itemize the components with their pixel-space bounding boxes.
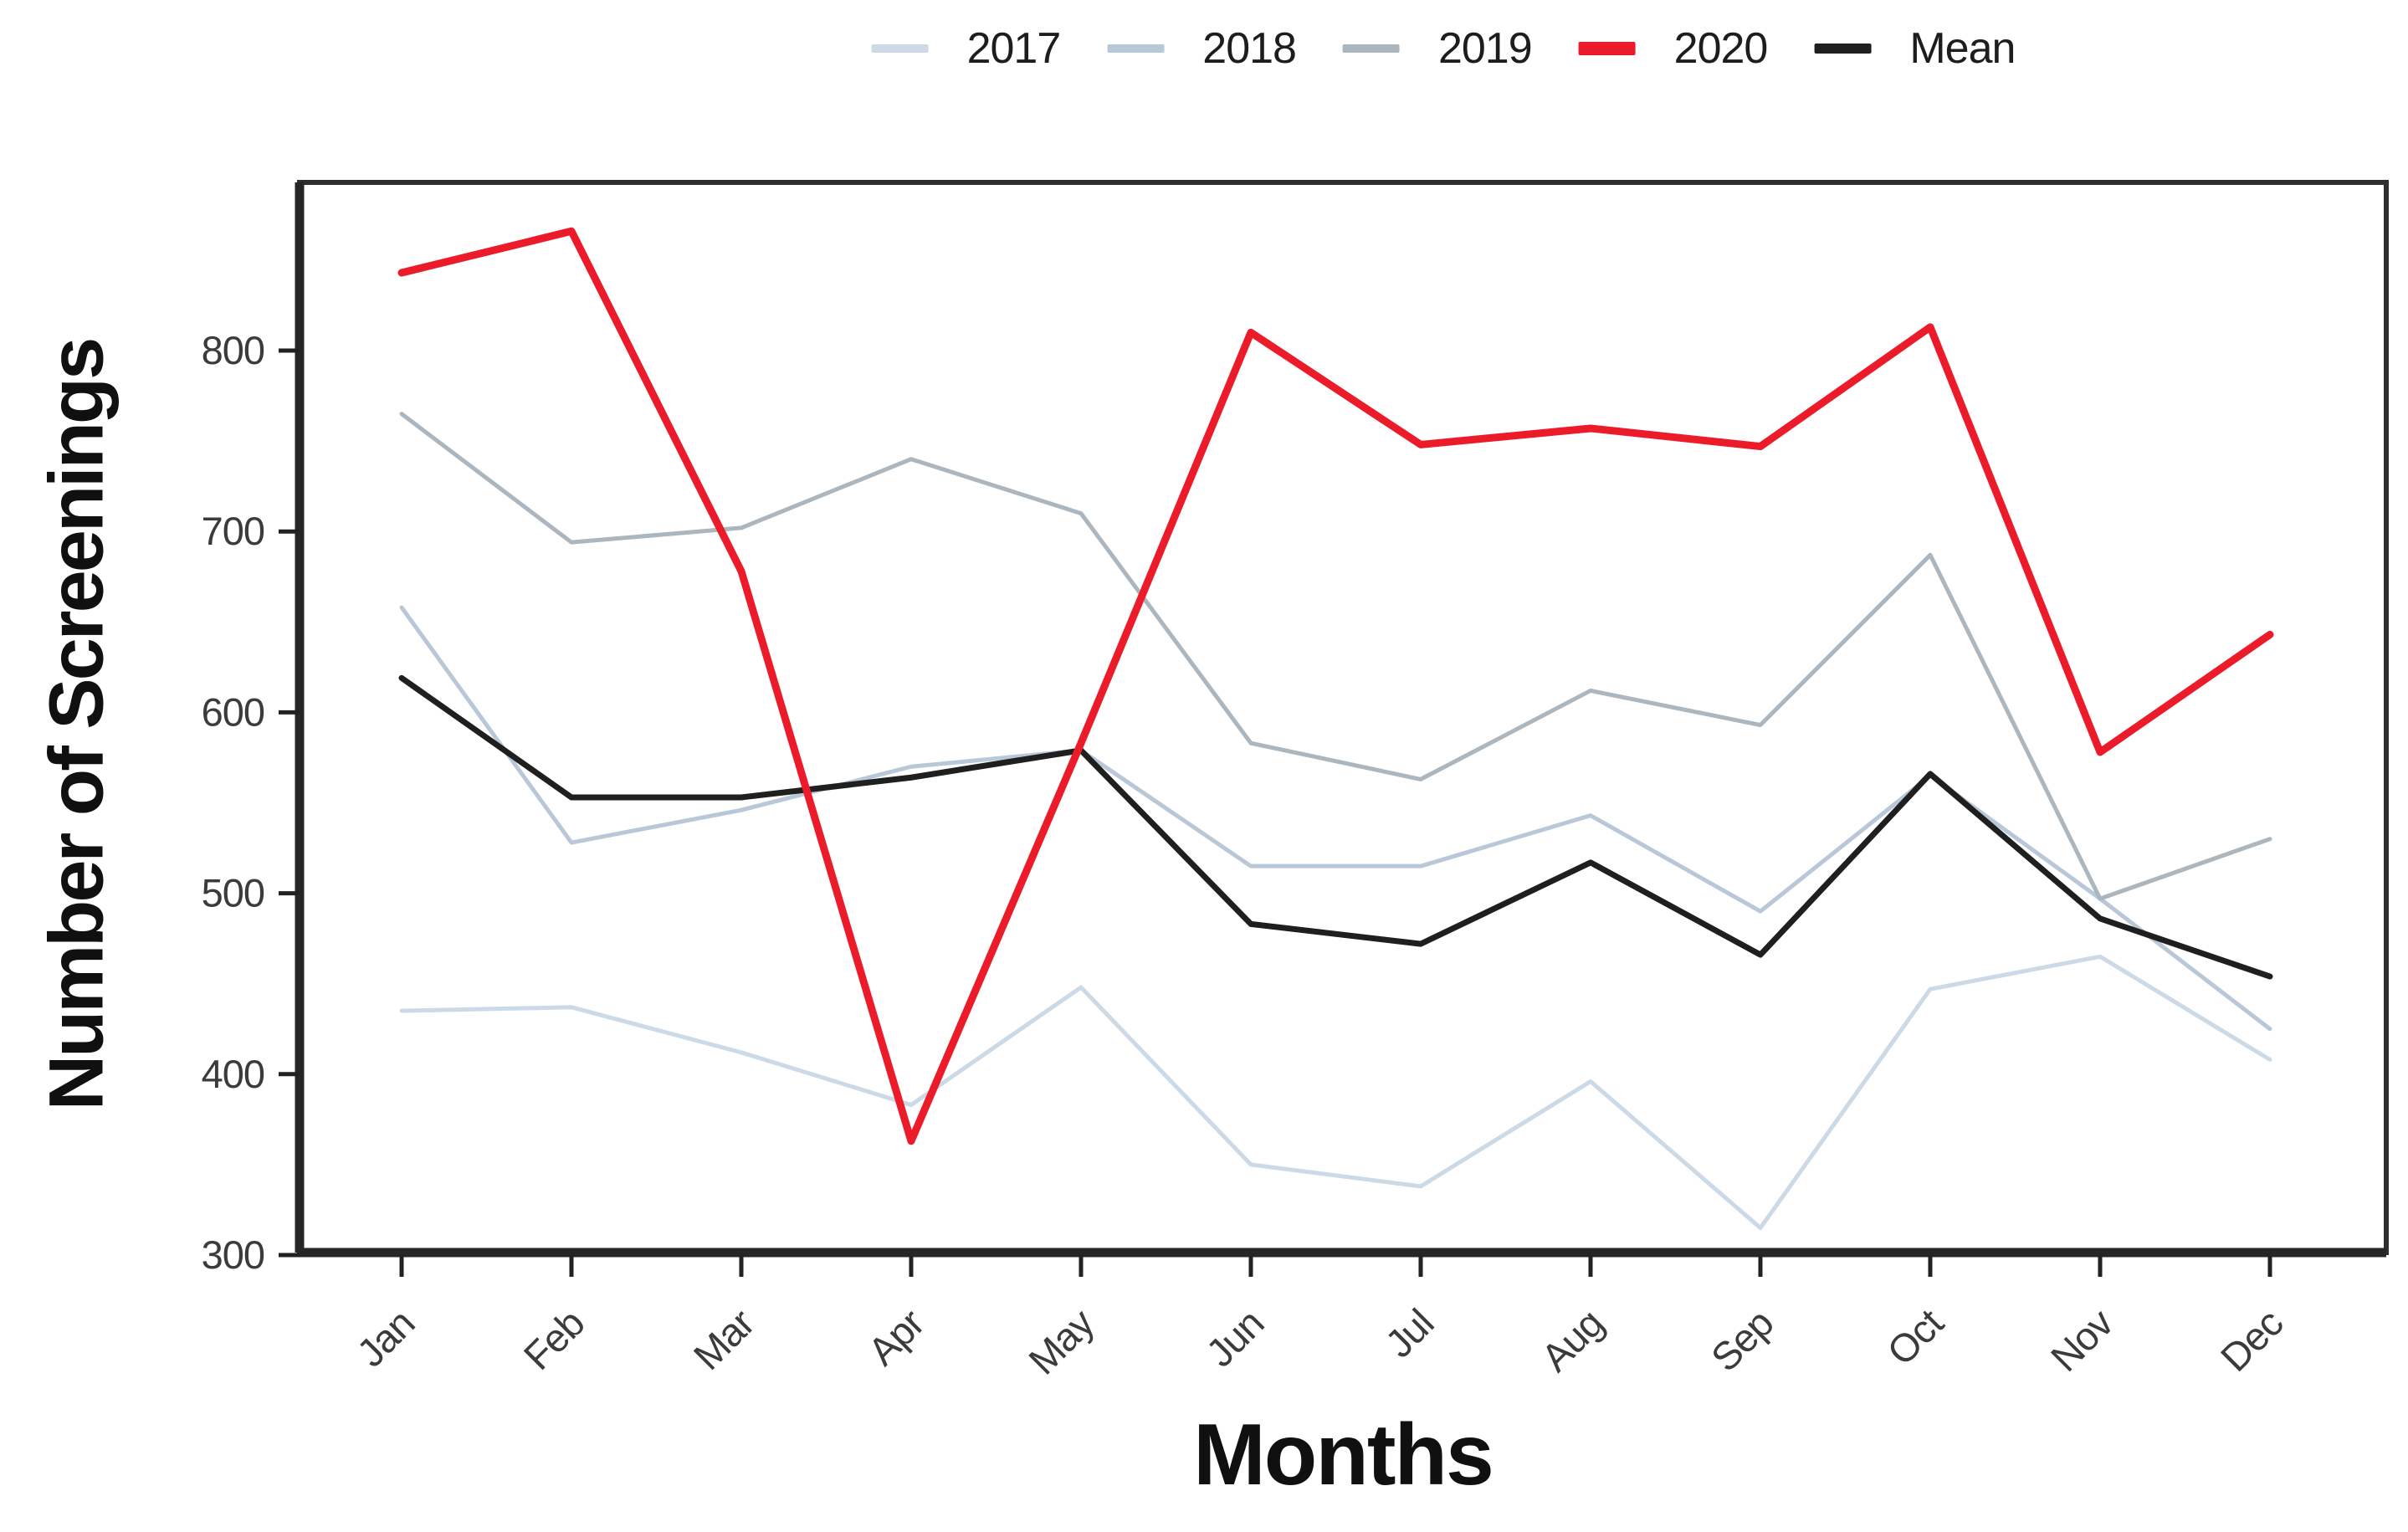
- legend-item-2020: 2020: [1578, 23, 1769, 74]
- x-tick-label: Aug: [1533, 1301, 1611, 1380]
- plot-panel-border: [297, 180, 2389, 1255]
- x-tick-label: Mar: [684, 1300, 762, 1378]
- legend-swatch-2020: [1578, 42, 1636, 55]
- legend-swatch-2017: [871, 44, 929, 53]
- legend-swatch-2019: [1342, 44, 1400, 53]
- x-tick-label: Jul: [1376, 1301, 1442, 1366]
- x-tick-label: Feb: [515, 1301, 592, 1379]
- legend-item-mean: Mean: [1814, 23, 2016, 74]
- x-axis-title: Months: [1193, 1406, 1494, 1504]
- legend-label-mean: Mean: [1909, 24, 2016, 73]
- x-tick-label: Jan: [348, 1301, 423, 1376]
- x-tick-label: Sep: [1703, 1301, 1781, 1380]
- series-line-2020: [397, 227, 2274, 1145]
- y-tick-label: 800: [202, 328, 264, 372]
- legend-item-2017: 2017: [871, 23, 1062, 74]
- y-tick-label: 700: [202, 509, 264, 553]
- legend-label-2017: 2017: [966, 24, 1062, 73]
- x-tick-label: Jun: [1197, 1301, 1272, 1376]
- legend-label-2019: 2019: [1437, 24, 1533, 73]
- legend-label-2018: 2018: [1202, 24, 1297, 73]
- y-tick-label: 600: [202, 689, 264, 734]
- y-tick-label: 300: [202, 1232, 264, 1277]
- legend-label-2020: 2020: [1673, 24, 1769, 73]
- x-tick-label: May: [1020, 1300, 1103, 1383]
- series-line-2017: [399, 954, 2272, 1231]
- y-tick-label: 500: [202, 871, 264, 915]
- x-tick-label: Nov: [2042, 1300, 2123, 1381]
- legend-swatch-mean: [1814, 44, 1872, 54]
- x-tick-label: Apr: [859, 1300, 932, 1373]
- y-axis-title: Number of Screenings: [33, 339, 120, 1111]
- legend-item-2019: 2019: [1342, 23, 1533, 74]
- chart-legend: 2017 2018 2019 2020 Mean: [871, 23, 2016, 74]
- x-tick-label: Oct: [1878, 1300, 1952, 1374]
- legend-item-2018: 2018: [1107, 23, 1297, 74]
- legend-swatch-2018: [1107, 44, 1165, 53]
- series-line-2019: [399, 412, 2272, 901]
- x-tick-label: Dec: [2212, 1300, 2292, 1380]
- y-tick-label: 400: [202, 1052, 264, 1096]
- series-line-mean: [398, 674, 2273, 980]
